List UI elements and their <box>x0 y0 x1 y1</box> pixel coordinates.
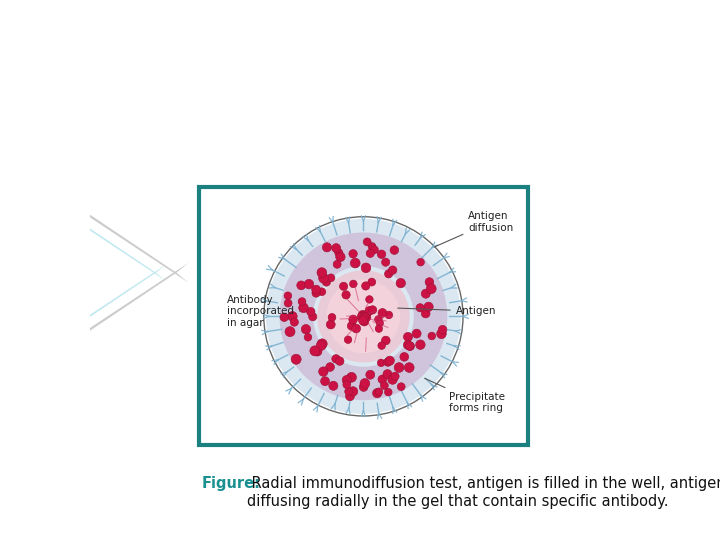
Bar <box>199 187 528 446</box>
Polygon shape <box>0 265 165 401</box>
Polygon shape <box>0 262 189 426</box>
Polygon shape <box>0 120 189 283</box>
Polygon shape <box>0 145 165 280</box>
Text: Figure:: Figure: <box>202 476 261 491</box>
Text: Radial immunodiffusion test, antigen is filled in the well, antigen start
diffus: Radial immunodiffusion test, antigen is … <box>248 476 720 509</box>
